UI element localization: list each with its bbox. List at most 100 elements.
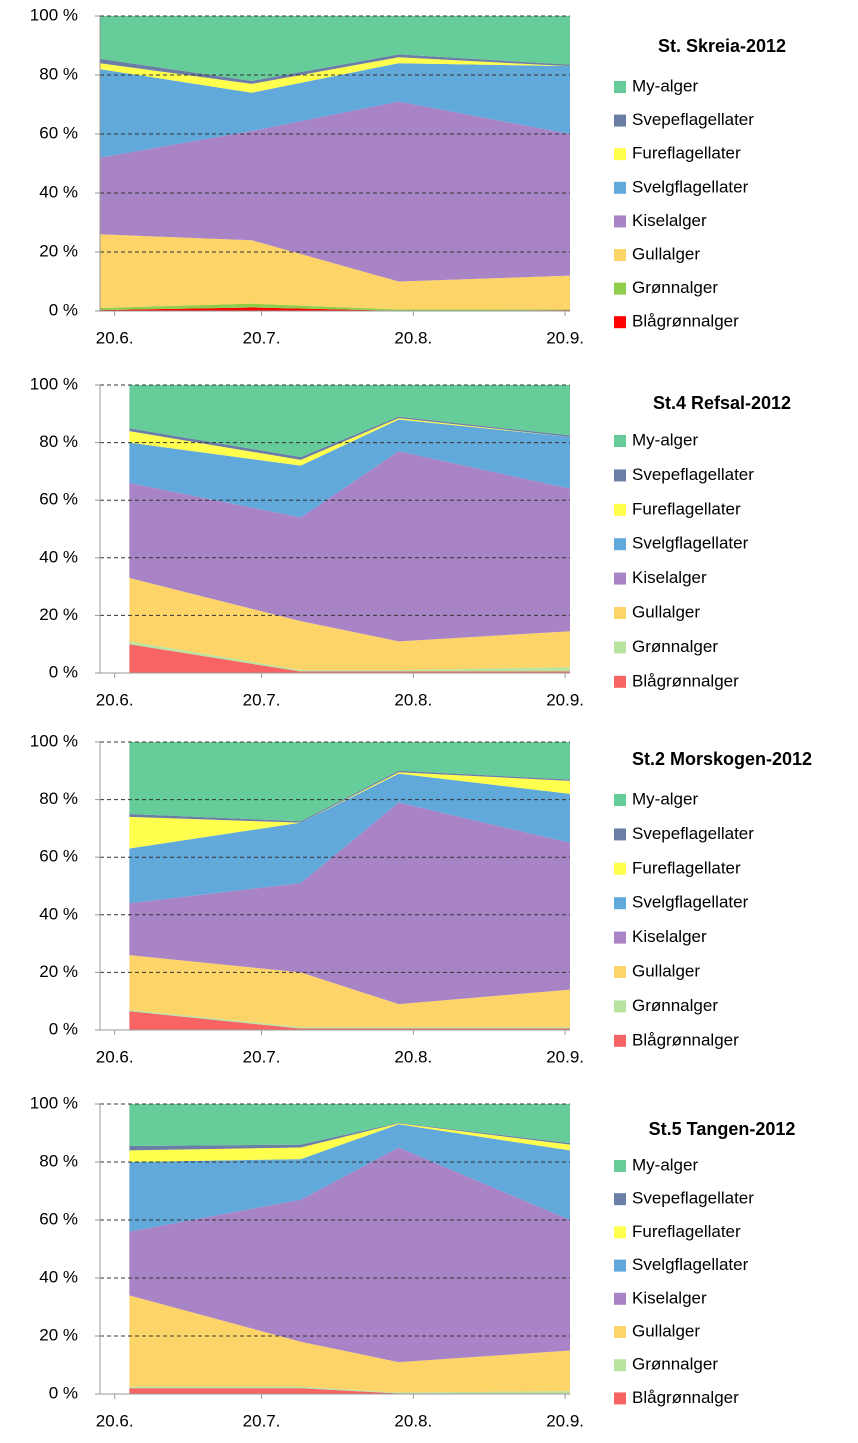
legend-swatch: [614, 1292, 626, 1305]
legend-swatch: [614, 607, 626, 619]
legend-label: Fureflagellater: [632, 499, 741, 518]
x-tick-label: 20.8.: [394, 1047, 432, 1066]
legend-swatch: [614, 1226, 626, 1239]
y-tick-label: 100 %: [30, 731, 78, 750]
chart-title: St.4 Refsal-2012: [653, 393, 791, 413]
chart-title: St.5 Tangen-2012: [649, 1119, 796, 1139]
legend-label: Blågrønnalger: [632, 671, 739, 690]
y-tick-label: 40 %: [39, 547, 78, 566]
area: [129, 416, 570, 460]
legend-label: My-alger: [632, 430, 698, 449]
x-tick-label: 20.9.: [546, 690, 584, 709]
area: [100, 16, 570, 81]
legend-label: Gullalger: [632, 1321, 700, 1340]
y-tick-label: 80 %: [39, 1151, 78, 1170]
area: [100, 63, 570, 158]
legend-swatch: [614, 1034, 626, 1047]
legend-label: Grønnalger: [632, 278, 718, 297]
legend-label: Gullalger: [632, 961, 700, 980]
legend-swatch: [614, 503, 626, 516]
legend-label: My-alger: [632, 76, 698, 95]
area: [129, 1104, 570, 1147]
area: [129, 1124, 570, 1232]
legend-label: Svelgflagellater: [632, 893, 749, 912]
area: [129, 1009, 570, 1029]
legend-label: Svepeflagellater: [632, 110, 754, 129]
legend-swatch: [614, 897, 626, 910]
legend-swatch: [614, 1392, 626, 1405]
area: [100, 54, 570, 84]
area: [129, 802, 570, 1005]
legend-label: Kiselalger: [632, 927, 707, 946]
x-tick-label: 20.7.: [243, 1411, 281, 1430]
y-tick-label: 60 %: [39, 1209, 78, 1228]
legend-swatch: [614, 1193, 626, 1206]
x-tick-label: 20.7.: [243, 690, 281, 709]
x-tick-label: 20.8.: [394, 690, 432, 709]
area: [129, 1122, 570, 1151]
y-tick-label: 0 %: [49, 662, 78, 681]
legend-swatch: [614, 538, 626, 551]
y-tick-label: 40 %: [39, 1267, 78, 1286]
legend-swatch: [614, 862, 626, 875]
y-tick-label: 0 %: [49, 1383, 78, 1402]
x-tick-label: 20.9.: [546, 1047, 584, 1066]
area: [129, 955, 570, 1028]
legend-label: Fureflagellater: [632, 1222, 741, 1241]
y-tick-label: 60 %: [39, 847, 78, 866]
chart-title: St.2 Morskogen-2012: [632, 749, 812, 769]
legend-label: Fureflagellater: [632, 144, 741, 163]
legend-swatch: [614, 435, 626, 447]
x-tick-label: 20.6.: [96, 1411, 134, 1430]
legend-label: Svepeflagellater: [632, 824, 754, 843]
legend-swatch: [614, 966, 626, 978]
legend-swatch: [614, 1000, 626, 1013]
legend-swatch: [614, 181, 626, 194]
y-tick-label: 0 %: [49, 300, 78, 319]
area: [129, 1386, 570, 1394]
y-tick-label: 20 %: [39, 605, 78, 624]
legend-label: Svepeflagellater: [632, 465, 754, 484]
y-tick-label: 100 %: [30, 1093, 78, 1112]
area: [129, 773, 570, 904]
area: [129, 1388, 570, 1394]
area: [129, 1295, 570, 1393]
area: [129, 1011, 570, 1030]
area: [129, 641, 570, 672]
legend-swatch: [614, 828, 626, 841]
legend-label: Blågrønnalger: [632, 312, 739, 331]
area: [100, 234, 570, 310]
y-tick-label: 80 %: [39, 432, 78, 451]
y-tick-label: 40 %: [39, 904, 78, 923]
legend-label: Svelgflagellater: [632, 177, 749, 196]
y-tick-label: 20 %: [39, 1325, 78, 1344]
area: [129, 1123, 570, 1162]
area: [129, 1147, 570, 1363]
x-tick-label: 20.7.: [243, 1047, 281, 1066]
legend-label: Svelgflagellater: [632, 1255, 749, 1274]
x-tick-label: 20.8.: [394, 1411, 432, 1430]
area: [129, 385, 570, 457]
area: [129, 577, 570, 671]
area: [129, 418, 570, 466]
area: [100, 303, 570, 311]
legend-label: Svelgflagellater: [632, 534, 749, 553]
y-tick-label: 40 %: [39, 182, 78, 201]
legend-swatch: [614, 1359, 626, 1372]
x-tick-label: 20.9.: [546, 328, 584, 347]
legend-swatch: [614, 148, 626, 161]
y-tick-label: 80 %: [39, 64, 78, 83]
legend-swatch: [614, 316, 626, 329]
x-tick-label: 20.8.: [394, 328, 432, 347]
legend-label: Grønnalger: [632, 996, 718, 1015]
legend-label: Kiselalger: [632, 1288, 707, 1307]
legend-label: My-alger: [632, 1155, 698, 1174]
legend-label: Blågrønnalger: [632, 1030, 739, 1049]
y-tick-label: 20 %: [39, 241, 78, 260]
x-tick-label: 20.6.: [96, 690, 134, 709]
legend-label: Gullalger: [632, 602, 700, 621]
x-tick-label: 20.9.: [546, 1411, 584, 1430]
legend-label: Grønnalger: [632, 1355, 718, 1374]
area: [129, 419, 570, 518]
